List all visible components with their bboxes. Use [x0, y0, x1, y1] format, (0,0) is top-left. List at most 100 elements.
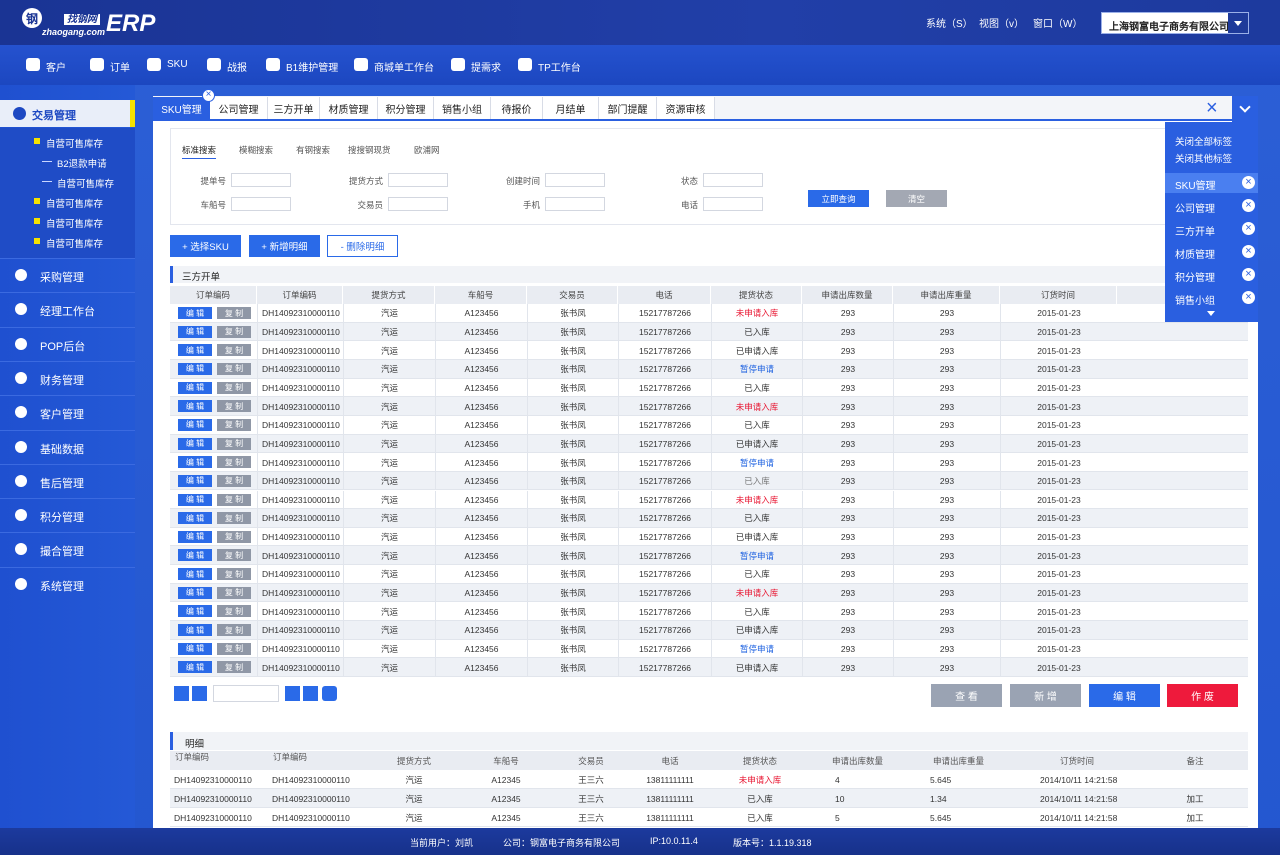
- tab-menu-item[interactable]: 三方开单: [1175, 223, 1215, 238]
- edit-row-button[interactable]: 编 辑: [178, 326, 212, 338]
- sidebar-item[interactable]: 客户管理: [40, 406, 84, 422]
- copy-row-button[interactable]: 复 制: [217, 382, 251, 394]
- edit-row-button[interactable]: 编 辑: [178, 382, 212, 394]
- action-button[interactable]: - 删除明细: [327, 235, 398, 257]
- field-input[interactable]: [545, 173, 605, 187]
- copy-row-button[interactable]: 复 制: [217, 624, 251, 636]
- submenu-item[interactable]: 自营可售库存: [46, 196, 103, 210]
- field-input[interactable]: [388, 173, 448, 187]
- nav-item[interactable]: 订单: [110, 59, 130, 74]
- copy-row-button[interactable]: 复 制: [217, 326, 251, 338]
- edit-row-button[interactable]: 编 辑: [178, 419, 212, 431]
- copy-row-button[interactable]: 复 制: [217, 400, 251, 412]
- field-input[interactable]: [703, 197, 763, 211]
- clear-button[interactable]: 清空: [886, 190, 947, 207]
- copy-row-button[interactable]: 复 制: [217, 307, 251, 319]
- tab-menu-action[interactable]: 关闭全部标签: [1175, 134, 1232, 148]
- copy-row-button[interactable]: 复 制: [217, 512, 251, 524]
- sidebar-item[interactable]: 积分管理: [40, 509, 84, 525]
- copy-row-button[interactable]: 复 制: [217, 605, 251, 617]
- tab-menu-item[interactable]: 公司管理: [1175, 200, 1215, 215]
- search-button[interactable]: 立即查询: [808, 190, 869, 207]
- edit-row-button[interactable]: 编 辑: [178, 549, 212, 561]
- tab[interactable]: 材质管理: [320, 97, 378, 119]
- tab-menu-close[interactable]: ×: [1242, 222, 1255, 235]
- submenu-item[interactable]: 自营可售库存: [46, 216, 103, 230]
- company-dropdown[interactable]: [1228, 13, 1248, 33]
- submenu-item[interactable]: 自营可售库存: [46, 236, 103, 250]
- copy-row-button[interactable]: 复 制: [217, 494, 251, 506]
- nav-item[interactable]: 客户: [46, 59, 66, 74]
- copy-row-button[interactable]: 复 制: [217, 456, 251, 468]
- tab-menu-close[interactable]: ×: [1242, 245, 1255, 258]
- tab[interactable]: 资源审核: [657, 97, 715, 119]
- tab-menu-close[interactable]: ×: [1242, 199, 1255, 212]
- company-select[interactable]: 上海钢富电子商务有限公司: [1101, 12, 1249, 34]
- tab-menu-item[interactable]: SKU管理: [1175, 177, 1216, 192]
- nav-item[interactable]: TP工作台: [538, 59, 581, 74]
- edit-row-button[interactable]: 编 辑: [178, 643, 212, 655]
- sidebar-item[interactable]: 财务管理: [40, 372, 84, 388]
- edit-row-button[interactable]: 编 辑: [178, 344, 212, 356]
- edit-row-button[interactable]: 编 辑: [178, 456, 212, 468]
- edit-row-button[interactable]: 编 辑: [178, 624, 212, 636]
- copy-row-button[interactable]: 复 制: [217, 587, 251, 599]
- tab-menu-close[interactable]: ×: [1242, 291, 1255, 304]
- sidebar-item[interactable]: 撮合管理: [40, 543, 84, 559]
- tab[interactable]: 公司管理: [210, 97, 268, 119]
- edit-row-button[interactable]: 编 辑: [178, 531, 212, 543]
- menu-item[interactable]: 视图（v）: [979, 15, 1024, 30]
- nav-item[interactable]: 战报: [227, 59, 247, 74]
- edit-row-button[interactable]: 编 辑: [178, 661, 212, 673]
- sidebar-item[interactable]: 售后管理: [40, 475, 84, 491]
- menu-item[interactable]: 窗口（W）: [1033, 15, 1082, 30]
- search-tab-active[interactable]: 标准搜索: [182, 144, 216, 159]
- edit-row-button[interactable]: 编 辑: [178, 363, 212, 375]
- edit-row-button[interactable]: 编 辑: [178, 307, 212, 319]
- field-input[interactable]: [703, 173, 763, 187]
- tab[interactable]: 积分管理: [378, 97, 434, 119]
- footer-action-button[interactable]: 编 辑: [1089, 684, 1160, 707]
- tab[interactable]: 月结单: [543, 97, 599, 119]
- copy-row-button[interactable]: 复 制: [217, 363, 251, 375]
- tab[interactable]: 销售小组: [434, 97, 491, 119]
- edit-row-button[interactable]: 编 辑: [178, 400, 212, 412]
- nav-item[interactable]: B1维护管理: [286, 59, 338, 74]
- sidebar-item[interactable]: 系统管理: [40, 578, 84, 594]
- tab-menu-close[interactable]: ×: [1242, 268, 1255, 281]
- pager-button[interactable]: [285, 686, 300, 701]
- menu-item[interactable]: 系统（S）: [926, 15, 973, 30]
- tab-menu-toggle[interactable]: [1232, 96, 1258, 122]
- tab-menu-more[interactable]: [1207, 311, 1215, 320]
- search-tab[interactable]: 有钢搜索: [296, 144, 330, 156]
- tab-menu-close[interactable]: ×: [1242, 176, 1255, 189]
- sidebar-item[interactable]: POP后台: [40, 338, 85, 354]
- submenu-item[interactable]: 自营可售库存: [57, 176, 114, 190]
- pager-button[interactable]: [174, 686, 189, 701]
- copy-row-button[interactable]: 复 制: [217, 438, 251, 450]
- action-button[interactable]: + 新增明细: [249, 235, 320, 257]
- sidebar-item[interactable]: 基础数据: [40, 441, 84, 457]
- copy-row-button[interactable]: 复 制: [217, 344, 251, 356]
- sidebar-item[interactable]: 采购管理: [40, 269, 84, 285]
- footer-action-button[interactable]: 新 增: [1010, 684, 1081, 707]
- copy-row-button[interactable]: 复 制: [217, 568, 251, 580]
- tab-menu-item[interactable]: 积分管理: [1175, 269, 1215, 284]
- copy-row-button[interactable]: 复 制: [217, 643, 251, 655]
- pager-refresh[interactable]: [322, 686, 337, 701]
- edit-row-button[interactable]: 编 辑: [178, 605, 212, 617]
- copy-row-button[interactable]: 复 制: [217, 531, 251, 543]
- nav-item[interactable]: SKU: [167, 59, 188, 70]
- copy-row-button[interactable]: 复 制: [217, 419, 251, 431]
- search-tab[interactable]: 搜搜钢现货: [348, 144, 391, 156]
- field-input[interactable]: [231, 197, 291, 211]
- edit-row-button[interactable]: 编 辑: [178, 587, 212, 599]
- tab-menu-item[interactable]: 材质管理: [1175, 246, 1215, 261]
- copy-row-button[interactable]: 复 制: [217, 661, 251, 673]
- edit-row-button[interactable]: 编 辑: [178, 438, 212, 450]
- nav-item[interactable]: 商城单工作台: [374, 59, 434, 74]
- tabs-close-all[interactable]: ×: [1206, 98, 1218, 118]
- copy-row-button[interactable]: 复 制: [217, 475, 251, 487]
- sidebar-item[interactable]: 经理工作台: [40, 303, 95, 319]
- footer-action-button[interactable]: 查 看: [931, 684, 1002, 707]
